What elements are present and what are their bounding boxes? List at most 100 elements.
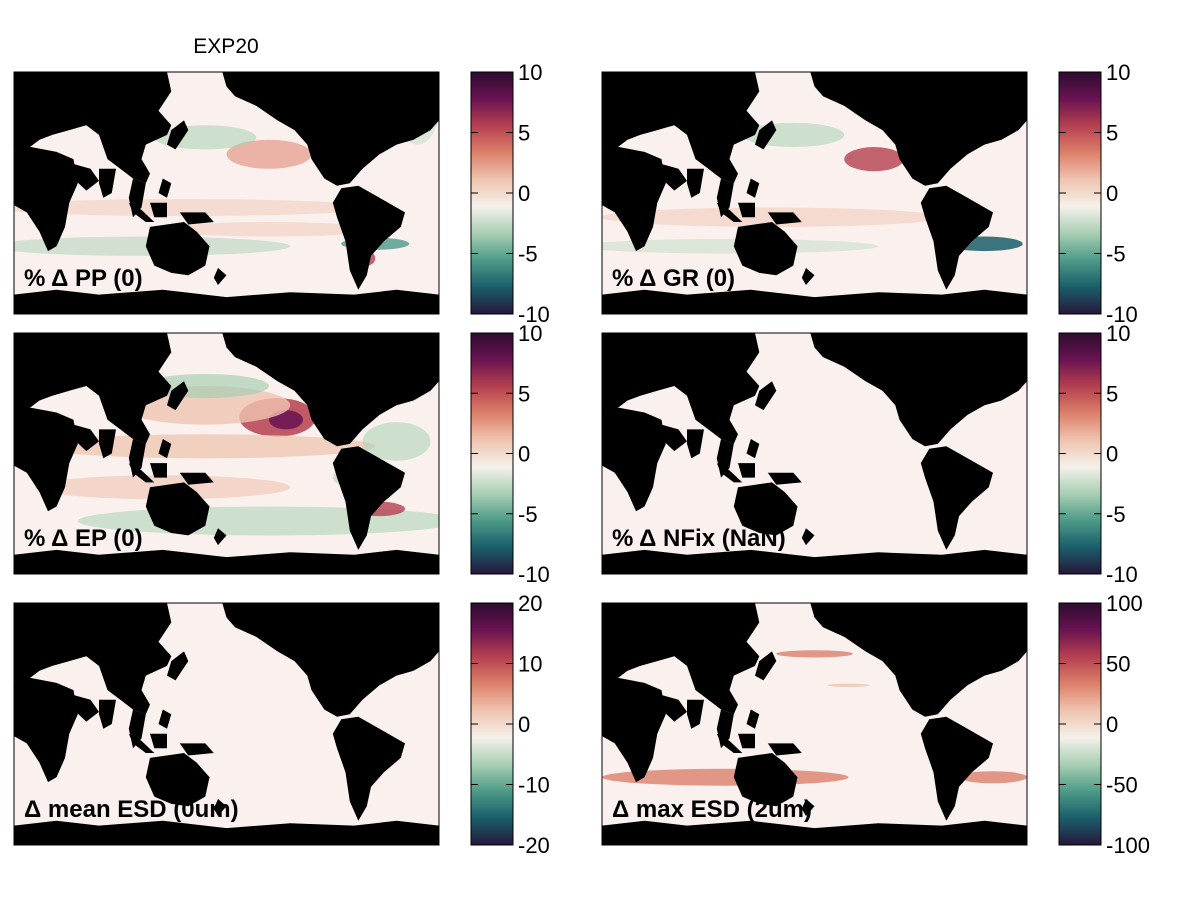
cbar-tick-ep-0: 10	[518, 321, 542, 346]
map-frame-nfix	[601, 332, 1028, 575]
cbar-tick-pp-3: -5	[518, 242, 538, 267]
land-africa-max_esd	[602, 678, 666, 783]
land-antarctica-ep	[14, 549, 439, 574]
map-content-mean_esd	[14, 603, 439, 845]
land-newguinea-gr	[767, 212, 802, 225]
colorbar-gr: 10 5 0 -5 -10	[1058, 60, 1138, 327]
land-sumatra-pp	[128, 202, 155, 222]
panel-label-max-esd: Δ max ESD (2um)	[612, 796, 812, 823]
land-newguinea-max_esd	[767, 743, 802, 756]
cbar-tick-nfix-1: 5	[1106, 381, 1118, 406]
map-content-max_esd	[602, 603, 1027, 845]
land-newzealand-ep	[213, 528, 227, 546]
land-sumatra-nfix	[716, 463, 743, 483]
anomaly-patch-pp-0	[226, 139, 312, 169]
land-arabia-mean_esd	[73, 695, 99, 722]
map-nfix	[601, 332, 1028, 575]
cbar-tick-max-esd-4: -100	[1106, 833, 1150, 858]
land-antarctica-gr	[602, 289, 1027, 314]
map-frame-ep	[13, 332, 440, 575]
land-northamerica-ep	[222, 333, 439, 447]
land-australia-gr	[733, 222, 798, 276]
land-sumatra-ep	[128, 463, 155, 483]
map-content-pp	[14, 72, 439, 314]
cbar-tick-mean-esd-4: -20	[518, 833, 550, 858]
anomaly-patch-max_esd-3	[827, 683, 870, 687]
land-japan-nfix	[755, 381, 777, 411]
colorbar-pp: 10 5 0 -5 -10	[470, 60, 550, 327]
land-africa-ep	[14, 407, 78, 512]
land-newzealand-pp	[213, 268, 227, 285]
land-india-ep	[99, 429, 116, 459]
land-australia-max_esd	[733, 753, 798, 807]
colorbar-max-esd: 100 50 0 -50 -100	[1058, 591, 1150, 858]
cbar-tick-mean-esd-1: 10	[518, 652, 542, 677]
land-africa-gr	[602, 147, 666, 252]
land-newzealand-max_esd	[801, 799, 815, 816]
land-newzealand-mean_esd	[213, 799, 227, 816]
land-india-pp	[99, 168, 116, 198]
map-frame-mean_esd	[13, 602, 440, 846]
land-arabia-ep	[73, 424, 99, 452]
land-japan-max_esd	[755, 651, 777, 681]
panel-gr: % Δ GR (0) 10 5 0 -5 -10	[601, 60, 1138, 327]
land-sumatra-mean_esd	[128, 733, 155, 753]
land-newzealand-gr	[801, 268, 815, 285]
land-africa-mean_esd	[14, 678, 78, 783]
land-newguinea-pp	[179, 212, 214, 225]
land-northamerica-max_esd	[810, 603, 1027, 717]
land-arabia-nfix	[661, 424, 687, 452]
land-southamerica-gr	[920, 185, 993, 290]
land-antarctica-max_esd	[602, 820, 1027, 845]
panel-ep: % Δ EP (0) 10 5 0 -5 -10	[13, 321, 550, 587]
map-mean-esd	[13, 602, 440, 846]
land-australia-pp	[145, 222, 210, 276]
cbar-tick-nfix-2: 0	[1106, 442, 1118, 467]
land-sumatra-max_esd	[716, 733, 743, 753]
land-borneo-mean_esd	[150, 733, 167, 749]
land-southamerica-max_esd	[920, 716, 993, 821]
land-newguinea-mean_esd	[179, 743, 214, 756]
colorbar-nfix: 10 5 0 -5 -10	[1058, 321, 1138, 587]
land-southamerica-pp	[332, 185, 405, 290]
map-content-gr	[602, 72, 1027, 314]
land-india-max_esd	[687, 699, 704, 729]
cbar-tick-mean-esd-3: -10	[518, 773, 550, 798]
land-india-nfix	[687, 429, 704, 459]
land-japan-mean_esd	[167, 651, 189, 681]
land-southamerica-nfix	[920, 446, 993, 550]
anomaly-patch-max_esd-2	[776, 650, 853, 658]
cbar-tick-max-esd-3: -50	[1106, 773, 1138, 798]
land-japan-gr	[755, 120, 777, 150]
cbar-tick-nfix-3: -5	[1106, 502, 1126, 527]
land-northamerica-nfix	[810, 333, 1027, 447]
land-northwest-mean_esd	[14, 603, 172, 715]
land-northwest-gr	[602, 72, 760, 184]
land-japan-pp	[167, 120, 189, 150]
map-pp	[13, 71, 440, 315]
land-philippines-nfix	[746, 439, 760, 459]
cbar-tick-max-esd-1: 50	[1106, 652, 1130, 677]
land-antarctica-pp	[14, 289, 439, 314]
map-frame-gr	[601, 71, 1028, 315]
land-newzealand-nfix	[801, 528, 815, 546]
cbar-tick-ep-3: -5	[518, 502, 538, 527]
land-southamerica-ep	[332, 446, 405, 550]
land-greenland-ep	[388, 333, 431, 362]
land-arabia-pp	[73, 164, 99, 191]
land-australia-ep	[145, 482, 210, 536]
land-greenland-nfix	[976, 333, 1019, 362]
land-australia-nfix	[733, 482, 798, 536]
land-northamerica-gr	[810, 72, 1027, 186]
cbar-tick-gr-2: 0	[1106, 181, 1118, 206]
figure-title: EXP20	[193, 35, 258, 58]
cbar-tick-gr-4: -10	[1106, 302, 1138, 327]
cbar-tick-mean-esd-2: 0	[518, 712, 530, 737]
land-antarctica-mean_esd	[14, 820, 439, 845]
anomaly-patch-ep-7	[362, 422, 431, 461]
panel-nfix: % Δ NFix (NaN) 10 5 0 -5 -10	[601, 321, 1138, 587]
land-australia-mean_esd	[145, 753, 210, 807]
land-greenland-max_esd	[976, 603, 1019, 632]
land-northwest-ep	[14, 333, 172, 444]
